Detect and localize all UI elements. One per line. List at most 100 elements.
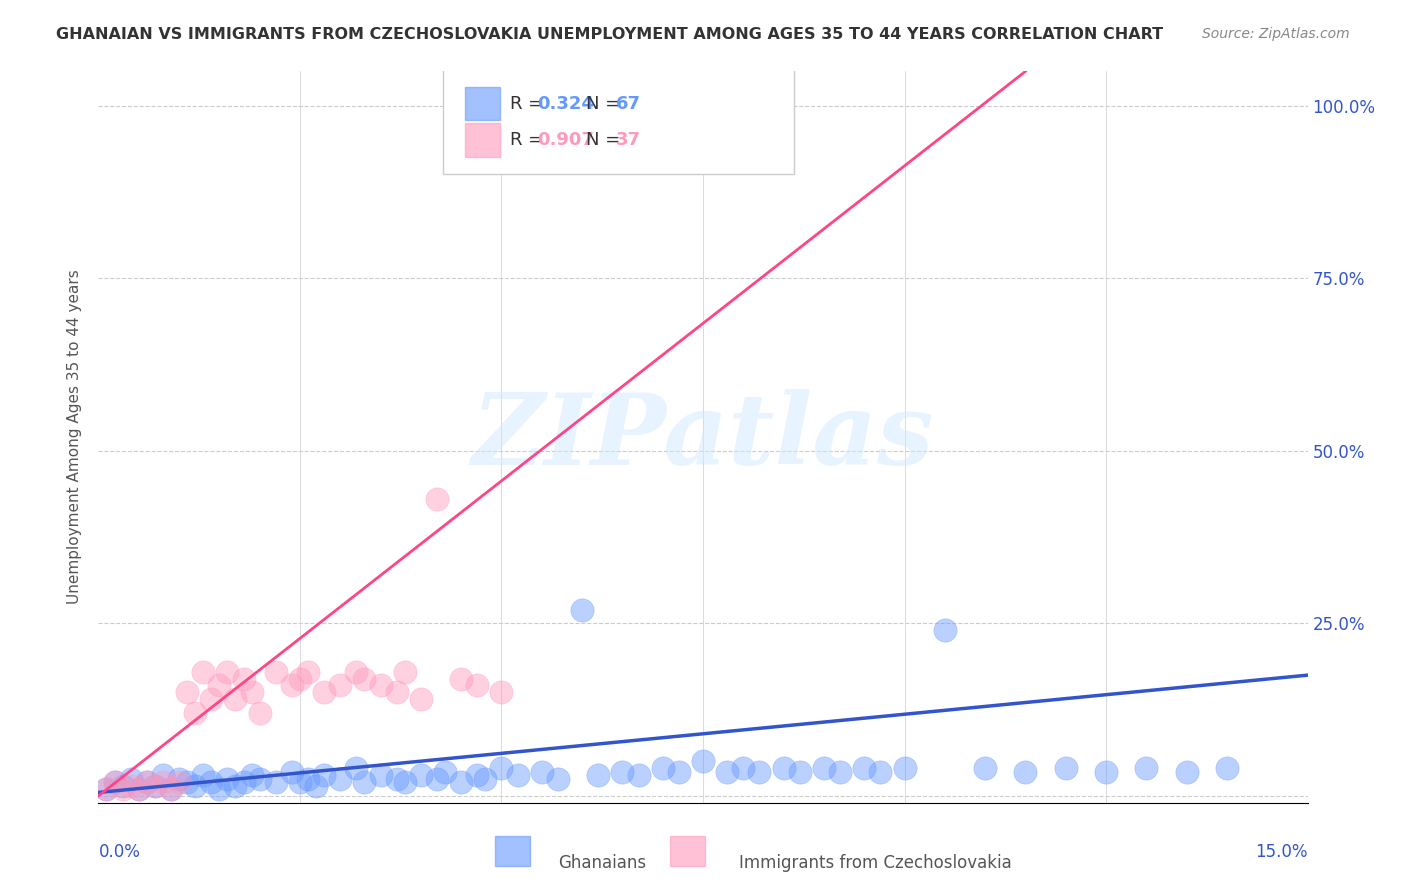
Point <box>135 775 157 789</box>
Point <box>152 775 174 789</box>
Point <box>208 782 231 797</box>
Point <box>96 782 118 797</box>
Point <box>370 768 392 782</box>
Point <box>120 779 142 793</box>
FancyBboxPatch shape <box>465 123 501 157</box>
Point <box>450 672 472 686</box>
Point <box>297 665 319 679</box>
Point <box>224 779 246 793</box>
Point <box>434 764 457 779</box>
Point <box>176 775 198 789</box>
Point <box>176 685 198 699</box>
Text: R =: R = <box>509 95 548 112</box>
Point <box>329 772 352 786</box>
Point <box>869 764 891 779</box>
Point <box>612 764 634 779</box>
Point <box>200 775 222 789</box>
Text: 15.0%: 15.0% <box>1256 843 1308 861</box>
Point <box>1135 761 1157 775</box>
Point <box>409 692 432 706</box>
Point <box>329 678 352 692</box>
Point <box>974 761 997 775</box>
Point <box>385 685 408 699</box>
Point <box>1054 761 1077 775</box>
Point <box>281 764 304 779</box>
Point <box>288 775 311 789</box>
Point <box>143 779 166 793</box>
Point <box>249 706 271 720</box>
Point <box>1014 764 1036 779</box>
Point <box>281 678 304 692</box>
Point <box>353 672 375 686</box>
Point <box>748 764 770 779</box>
Point <box>676 99 699 113</box>
Point <box>305 779 328 793</box>
Text: GHANAIAN VS IMMIGRANTS FROM CZECHOSLOVAKIA UNEMPLOYMENT AMONG AGES 35 TO 44 YEAR: GHANAIAN VS IMMIGRANTS FROM CZECHOSLOVAK… <box>56 27 1163 42</box>
Point <box>160 782 183 797</box>
Point <box>217 772 239 786</box>
Point <box>651 761 673 775</box>
Text: 0.324: 0.324 <box>537 95 595 112</box>
Point <box>200 692 222 706</box>
Point <box>772 761 794 775</box>
Point <box>571 602 593 616</box>
Text: Ghanaians: Ghanaians <box>558 854 645 872</box>
Text: 37: 37 <box>616 131 641 149</box>
Point <box>128 782 150 797</box>
Y-axis label: Unemployment Among Ages 35 to 44 years: Unemployment Among Ages 35 to 44 years <box>67 269 83 605</box>
Point <box>111 779 134 793</box>
FancyBboxPatch shape <box>443 68 793 174</box>
Point <box>370 678 392 692</box>
Point <box>385 772 408 786</box>
Point <box>426 492 449 507</box>
Point <box>208 678 231 692</box>
FancyBboxPatch shape <box>671 836 706 866</box>
Point <box>813 761 835 775</box>
Point <box>426 772 449 786</box>
Point <box>893 761 915 775</box>
Point <box>491 685 513 699</box>
Point <box>344 761 367 775</box>
Point <box>193 768 215 782</box>
Point <box>143 779 166 793</box>
Point <box>217 665 239 679</box>
Point <box>240 768 263 782</box>
Text: 0.907: 0.907 <box>537 131 595 149</box>
Text: Immigrants from Czechoslovakia: Immigrants from Czechoslovakia <box>740 854 1012 872</box>
Point <box>353 775 375 789</box>
Point <box>184 779 207 793</box>
Point <box>716 764 738 779</box>
Point <box>314 685 336 699</box>
Point <box>135 775 157 789</box>
Point <box>152 768 174 782</box>
Point <box>128 782 150 797</box>
Text: ZIPatlas: ZIPatlas <box>472 389 934 485</box>
Point <box>232 775 254 789</box>
Point <box>530 764 553 779</box>
Point <box>297 772 319 786</box>
Text: 67: 67 <box>616 95 641 112</box>
Point <box>547 772 569 786</box>
Point <box>668 764 690 779</box>
Text: R =: R = <box>509 131 548 149</box>
Point <box>184 706 207 720</box>
FancyBboxPatch shape <box>465 87 501 120</box>
Point <box>103 775 125 789</box>
Text: N =: N = <box>586 131 626 149</box>
Text: N =: N = <box>586 95 626 112</box>
Point <box>506 768 529 782</box>
Point <box>193 665 215 679</box>
Point <box>627 768 650 782</box>
Point <box>1175 764 1198 779</box>
Point <box>288 672 311 686</box>
Point <box>264 665 287 679</box>
Point <box>465 768 488 782</box>
Point <box>167 775 190 789</box>
Point <box>103 775 125 789</box>
Point <box>450 775 472 789</box>
Point <box>474 772 496 786</box>
Point <box>249 772 271 786</box>
Point <box>111 782 134 797</box>
Point <box>167 772 190 786</box>
Point <box>314 768 336 782</box>
